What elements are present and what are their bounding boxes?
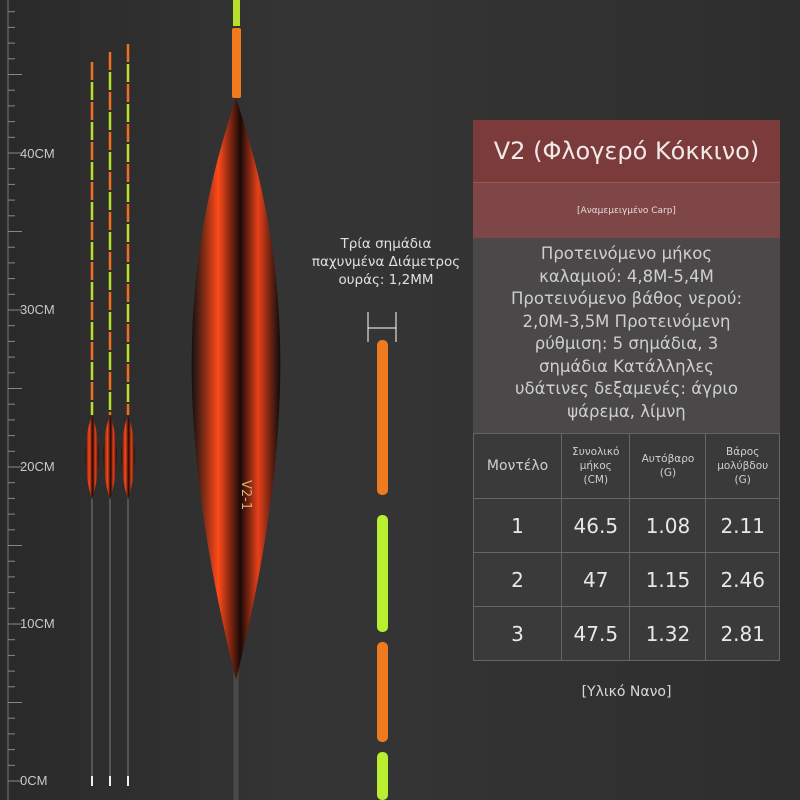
ruler-label: 30CM: [20, 302, 55, 317]
description-line: Προτεινόμενο μήκος: [540, 244, 713, 263]
float-body: [103, 415, 117, 500]
panel-description: Προτεινόμενο μήκος καλαμιού: 4,8M-5,4M Προ…: [473, 238, 780, 433]
header-row: Μοντέλο Συνολικό μήκος (CM) Αυτόβαρο (G) Βάρος…: [472, 433, 780, 499]
float-label: V2-1: [238, 480, 253, 510]
float-body: [85, 415, 99, 500]
ruler-label: 20CM: [20, 459, 55, 474]
description-line: καλαμιού: 4,8M-5,4M: [539, 266, 714, 286]
spec-table: Μοντέλο Συνολικό μήκος (CM) Αυτόβαρο (G) Βάρος…: [472, 433, 780, 661]
description-line: υδάτινες δεξαμενές: άγριο: [514, 379, 739, 398]
table-cell: 1: [472, 498, 563, 553]
table-cell: 47: [561, 552, 631, 607]
small-float: [85, 62, 99, 786]
header-cell: Βάρος μολύβδου (G): [705, 433, 780, 499]
panel-subtitle: [Αναμεμειγμένο Carp]: [473, 182, 780, 238]
table-cell: 3: [472, 606, 563, 661]
header-line: (G): [734, 474, 751, 486]
big-antenna: [232, 28, 241, 98]
table-row: 1 46.5 1.08 2.11: [472, 498, 780, 553]
table-cell: 46.5: [561, 498, 631, 553]
ruler-label: 0CM: [20, 773, 47, 788]
table-row: 3 47.5 1.32 2.81: [472, 606, 780, 661]
header-line: Συνολικό: [572, 446, 620, 458]
small-float: [103, 52, 117, 786]
header-line: μολύβδου: [717, 460, 769, 472]
ruler-label: 10CM: [20, 616, 55, 631]
table-cell: 2: [472, 552, 563, 607]
table-cell: 2.81: [705, 606, 780, 661]
annotation-line: Τρία σημάδια: [340, 236, 432, 252]
footer: [Υλικό Νανο]: [581, 684, 672, 700]
header-cell: Συνολικό μήκος (CM): [561, 433, 631, 499]
header-cell: Αυτόβαρο (G): [629, 433, 707, 499]
description-line: ρύθμιση: 5 σημάδια, 3: [534, 334, 719, 353]
header-line: Αυτόβαρο: [641, 453, 695, 465]
header-line: μήκος: [579, 460, 612, 472]
tip-segment: [377, 340, 388, 495]
annotation-line: ουράς: 1,2MM: [338, 272, 434, 288]
table-cell: 47.5: [561, 606, 631, 661]
table-cell: 1.15: [629, 552, 707, 607]
header-line: Μοντέλο: [486, 458, 549, 474]
spec-panel: V2 (Φλογερό Κόκκινο) [Αναμεμειγμένο Carp…: [472, 120, 780, 661]
ruler-label: 40CM: [20, 146, 55, 161]
tip-segment: [377, 752, 388, 800]
header-line: Βάρος: [726, 446, 760, 458]
table-cell: 2.11: [705, 498, 780, 553]
small-float: [121, 44, 135, 786]
description-line: σημάδια Κατάλληλες: [539, 356, 714, 376]
annotation-line: παχυνμένα Διάμετρος: [311, 254, 461, 270]
float-body: [121, 415, 135, 500]
header-line: (G): [659, 467, 677, 479]
table-cell: 1.32: [629, 606, 707, 661]
annotation: Τρία σημάδια παχυνμένα Διάμετρος ουράς: 1,…: [296, 235, 476, 289]
header-cell: Μοντέλο: [472, 433, 563, 499]
description-line: ψάρεμα, λίμνη: [567, 401, 686, 421]
table-row: 2 47 1.15 2.46: [472, 552, 780, 607]
big-float-body: [191, 98, 281, 680]
big-antenna-top: [233, 0, 240, 26]
description-line: Προτεινόμενο βάθος νερού:: [510, 289, 743, 308]
tip-segment: [377, 642, 388, 742]
tip-segment: [377, 515, 388, 632]
description-line: 2,0M-3,5M Προτεινόμενη: [522, 311, 731, 331]
header-line: (CM): [583, 474, 609, 486]
panel-title: V2 (Φλογερό Κόκκινο): [473, 120, 780, 182]
table-cell: 1.08: [629, 498, 707, 553]
table-cell: 2.46: [705, 552, 780, 607]
